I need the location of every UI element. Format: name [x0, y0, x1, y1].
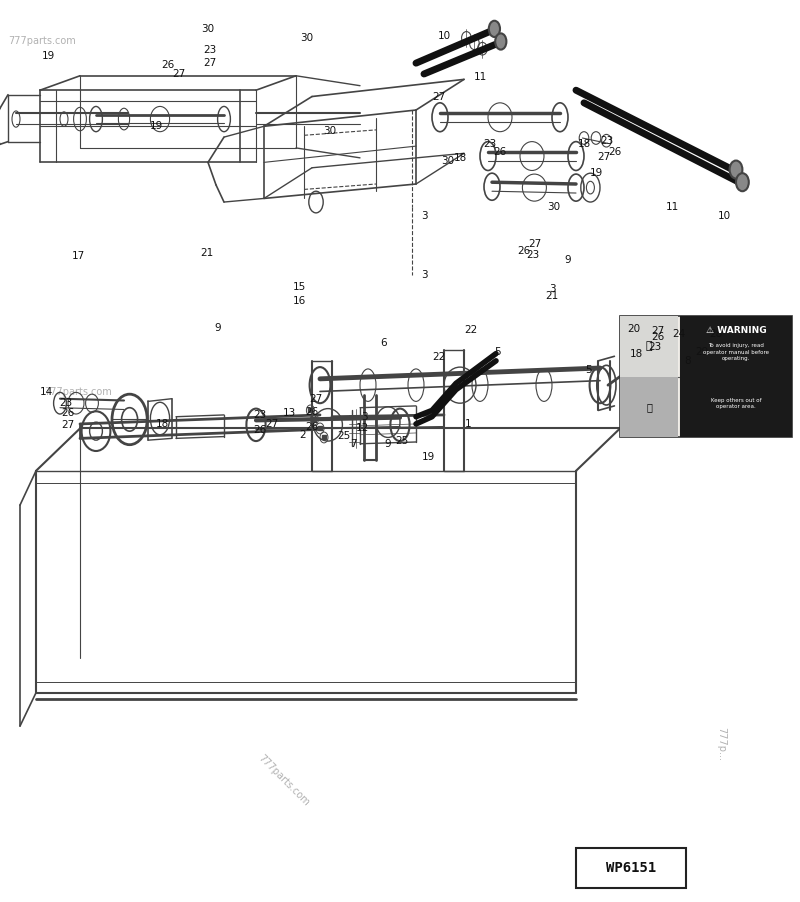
Text: 26: 26: [254, 425, 266, 436]
Text: 27: 27: [172, 69, 185, 79]
Text: 📋: 📋: [646, 402, 652, 412]
Text: 7: 7: [350, 438, 357, 449]
Text: ⚠ WARNING: ⚠ WARNING: [706, 326, 766, 335]
Text: 18: 18: [630, 349, 642, 360]
Text: 26: 26: [608, 146, 621, 157]
Ellipse shape: [736, 173, 749, 191]
Text: 3: 3: [421, 211, 427, 222]
Text: 12: 12: [356, 422, 369, 433]
Text: 3: 3: [421, 270, 427, 281]
Text: 777p...: 777p...: [716, 727, 726, 761]
Text: 23: 23: [203, 44, 216, 55]
Text: 26: 26: [518, 245, 530, 256]
Text: 23: 23: [483, 139, 496, 150]
Text: WP6151: WP6151: [606, 861, 656, 875]
Text: 15: 15: [293, 281, 306, 292]
Text: 9: 9: [565, 254, 571, 265]
Text: 9: 9: [214, 323, 221, 334]
Text: 17: 17: [72, 251, 85, 262]
Text: 27: 27: [651, 326, 664, 336]
Text: 14: 14: [40, 387, 53, 398]
Bar: [620, 316, 792, 437]
Text: 30: 30: [547, 202, 560, 213]
Text: 16: 16: [293, 296, 306, 307]
Text: 10: 10: [718, 211, 730, 222]
Text: 30: 30: [323, 125, 336, 136]
Text: 2: 2: [299, 429, 306, 440]
Bar: [680, 316, 792, 377]
Text: 18: 18: [156, 419, 169, 429]
Text: 25: 25: [395, 436, 408, 446]
Text: 30: 30: [300, 32, 313, 43]
Text: 28: 28: [710, 328, 722, 339]
Text: 30: 30: [442, 155, 454, 166]
Text: 26: 26: [162, 60, 174, 70]
Text: Keep others out of
operator area.: Keep others out of operator area.: [710, 398, 762, 410]
Text: 🚜: 🚜: [646, 341, 653, 351]
Text: 19: 19: [422, 452, 434, 463]
Text: 27: 27: [598, 152, 610, 162]
Text: 1: 1: [465, 419, 471, 429]
Text: 19: 19: [150, 121, 162, 132]
Text: 18: 18: [578, 139, 590, 150]
Text: 23: 23: [59, 398, 72, 409]
Bar: [576, 848, 686, 888]
Text: 24: 24: [672, 328, 685, 339]
Ellipse shape: [730, 161, 742, 179]
Text: 11: 11: [474, 71, 486, 82]
Text: 23: 23: [648, 342, 661, 353]
Text: 27: 27: [203, 58, 216, 69]
Text: 30: 30: [202, 23, 214, 34]
Text: 25: 25: [338, 430, 350, 441]
Text: To avoid injury, read
operator manual before
operating.: To avoid injury, read operator manual be…: [703, 343, 769, 362]
Text: 26: 26: [651, 332, 664, 343]
Text: 777parts.com: 777parts.com: [8, 35, 76, 46]
Text: 5: 5: [494, 346, 501, 357]
Text: 26: 26: [494, 146, 506, 157]
Text: 11: 11: [666, 202, 678, 213]
Text: 22: 22: [464, 325, 477, 336]
Text: 27: 27: [62, 419, 74, 430]
Text: 10: 10: [438, 31, 450, 41]
Text: 13: 13: [283, 408, 296, 419]
Text: 26: 26: [306, 407, 318, 418]
Text: 777parts.com: 777parts.com: [44, 387, 112, 398]
Text: 5: 5: [585, 364, 591, 375]
Ellipse shape: [489, 21, 500, 37]
Text: 27: 27: [266, 419, 278, 429]
Text: 777parts.com: 777parts.com: [256, 753, 311, 807]
Bar: [620, 316, 678, 377]
Text: 27: 27: [432, 92, 445, 103]
Text: 21: 21: [200, 247, 213, 258]
Text: 21: 21: [546, 290, 558, 301]
Text: 19: 19: [42, 51, 54, 61]
Bar: [620, 376, 678, 437]
Text: 23: 23: [254, 410, 266, 420]
Text: 3: 3: [549, 283, 555, 294]
Text: 27: 27: [528, 238, 541, 249]
Text: 26: 26: [62, 408, 74, 419]
Text: 23: 23: [526, 250, 539, 261]
Bar: [680, 376, 792, 437]
Text: 3: 3: [361, 411, 367, 422]
Text: 20: 20: [627, 324, 640, 335]
Text: 6: 6: [380, 337, 386, 348]
Text: 27: 27: [310, 393, 322, 404]
Text: 22: 22: [432, 352, 445, 363]
Text: 18: 18: [454, 152, 466, 163]
Text: 19: 19: [590, 168, 602, 179]
Text: 23: 23: [600, 135, 613, 146]
Text: 26: 26: [306, 421, 318, 432]
Ellipse shape: [495, 33, 506, 50]
Text: 8: 8: [685, 355, 691, 366]
Text: 29: 29: [695, 346, 708, 357]
Text: 9: 9: [385, 438, 391, 449]
